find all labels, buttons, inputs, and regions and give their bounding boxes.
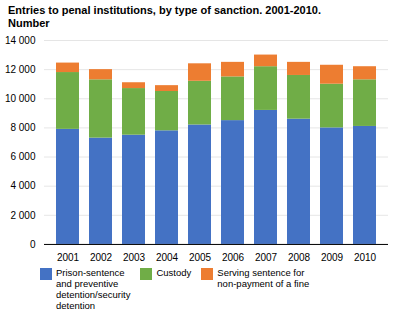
svg-text:2006: 2006 xyxy=(222,252,245,263)
html-text:Custody: Custody xyxy=(156,267,192,279)
svg-text:0: 0 xyxy=(30,239,36,250)
svg-text:2004: 2004 xyxy=(156,252,179,263)
svg-text:2005: 2005 xyxy=(189,252,212,263)
svg-text:12 000: 12 000 xyxy=(5,64,36,75)
svg-text:2001: 2001 xyxy=(57,252,80,263)
svg-text:2 000: 2 000 xyxy=(10,210,35,221)
svg-text:6 000: 6 000 xyxy=(10,152,35,163)
svg-text:14 000: 14 000 xyxy=(5,35,36,46)
html-text:Prison-sentence and preventive: Prison-sentence and preventive detention… xyxy=(56,267,131,312)
html-text:Serving sentence for non-payme: Serving sentence for non-payment of a fi… xyxy=(217,267,310,290)
svg-text:2010: 2010 xyxy=(354,252,377,263)
svg-text:2007: 2007 xyxy=(255,252,278,263)
svg-text:8 000: 8 000 xyxy=(10,122,35,133)
svg-text:10 000: 10 000 xyxy=(5,93,36,104)
svg-text:2009: 2009 xyxy=(321,252,344,263)
svg-text:2002: 2002 xyxy=(90,252,113,263)
svg-text:4 000: 4 000 xyxy=(10,181,35,192)
svg-text:2003: 2003 xyxy=(123,252,146,263)
html-text:Entries to penal institutions,: Entries to penal institutions, by type o… xyxy=(8,4,321,30)
svg-text:2008: 2008 xyxy=(288,252,311,263)
